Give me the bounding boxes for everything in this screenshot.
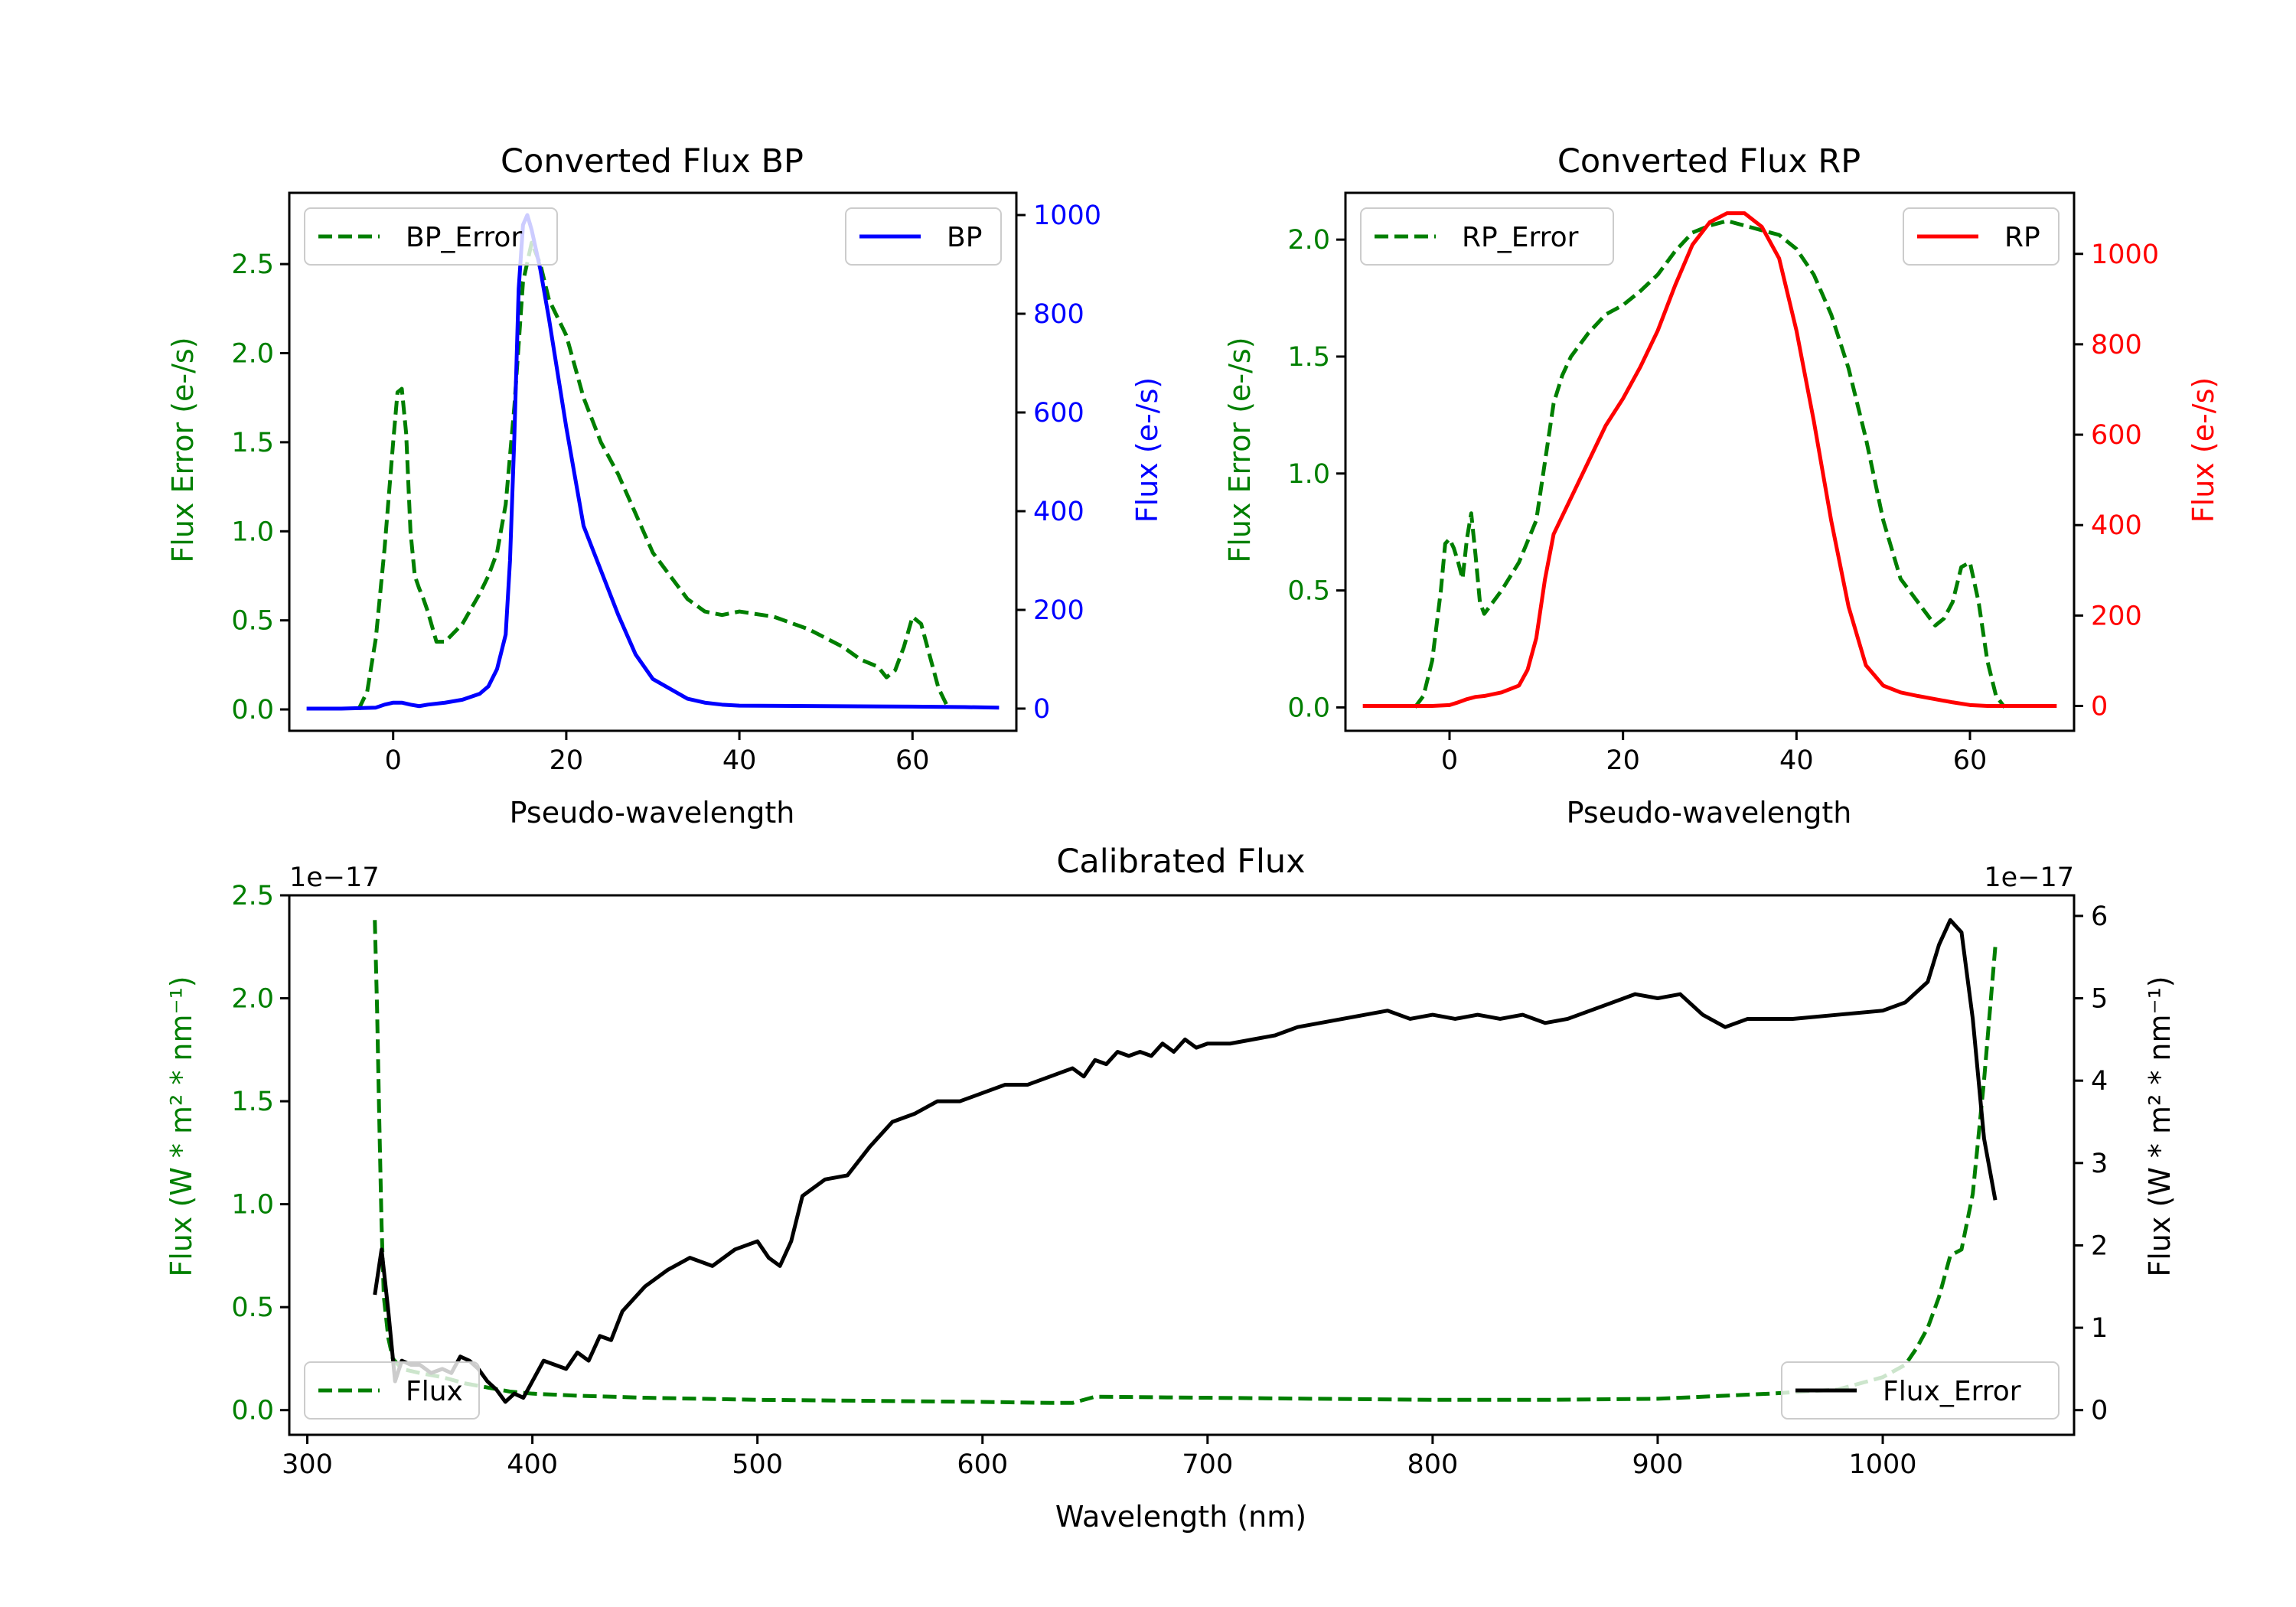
x-tick-label: 300 xyxy=(282,1449,333,1480)
left-y-axis-label: Flux Error (e-/s) xyxy=(1223,337,1257,562)
series-line-rp xyxy=(1362,211,2057,709)
right-y-tick-label: 600 xyxy=(1033,398,1084,429)
right-y-axis-label: Flux (e-/s) xyxy=(1130,377,1164,523)
left-y-tick-label: 1.5 xyxy=(1287,342,1330,373)
series-line-flux xyxy=(373,918,1998,1404)
legend-left: Flux xyxy=(304,1361,480,1420)
legend-box xyxy=(1781,1361,2060,1420)
right-y-tick-label: 1 xyxy=(2091,1313,2108,1344)
chart-converted-flux-bp: Converted Flux BP Pseudo-wavelength Flux… xyxy=(166,142,1164,830)
x-tick-label: 700 xyxy=(1182,1449,1233,1480)
right-y-tick-label: 400 xyxy=(2091,510,2142,541)
legend-right: BP xyxy=(845,207,1002,266)
plot-frame xyxy=(288,894,2076,1436)
x-tick-label: 60 xyxy=(895,745,930,776)
right-y-tick-label: 600 xyxy=(2091,420,2142,451)
left-y-tick-label: 2.0 xyxy=(231,339,274,370)
right-y-tick-label: 1000 xyxy=(2091,240,2159,270)
legend-label: BP xyxy=(947,222,982,253)
left-y-tick-label: 0.0 xyxy=(231,695,274,725)
right-y-tick-label: 200 xyxy=(2091,601,2142,631)
legend-right: Flux_Error xyxy=(1781,1361,2060,1420)
chart-title: Converted Flux RP xyxy=(1557,142,1861,181)
x-tick-label: 40 xyxy=(1779,745,1814,776)
legend-label: RP_Error xyxy=(1462,222,1579,253)
left-y-tick-label: 1.0 xyxy=(231,517,274,547)
legend-box xyxy=(304,207,558,266)
legend-label: Flux_Error xyxy=(1883,1376,2021,1407)
plot-frame xyxy=(1344,191,2076,732)
left-y-tick-label: 1.5 xyxy=(231,1087,274,1117)
left-y-axis-label: Flux (W * m² * nm⁻¹) xyxy=(165,976,198,1276)
x-tick-label: 0 xyxy=(1441,745,1458,776)
left-y-tick-label: 1.0 xyxy=(231,1190,274,1221)
left-y-tick-label: 0.0 xyxy=(1287,693,1330,723)
right-y-tick-label: 6 xyxy=(2091,901,2108,932)
right-y-tick-label: 400 xyxy=(1033,497,1084,527)
left-y-tick-label: 0.0 xyxy=(231,1396,274,1426)
left-axis-scale-label: 1e−17 xyxy=(289,862,380,893)
right-y-tick-label: 0 xyxy=(1033,694,1050,725)
left-y-tick-label: 1.0 xyxy=(1287,459,1330,490)
chart-title: Converted Flux BP xyxy=(501,142,804,181)
x-tick-label: 400 xyxy=(507,1449,558,1480)
chart-converted-flux-rp: Converted Flux RP Pseudo-wavelength Flux… xyxy=(1223,142,2220,830)
x-tick-label: 500 xyxy=(732,1449,783,1480)
x-axis-label: Wavelength (nm) xyxy=(1055,1500,1306,1534)
right-y-tick-label: 0 xyxy=(2091,1396,2108,1426)
legend-label: RP xyxy=(2004,222,2040,253)
x-axis-label: Pseudo-wavelength xyxy=(1567,796,1852,830)
left-y-tick-label: 0.5 xyxy=(1287,576,1330,607)
x-axis-label: Pseudo-wavelength xyxy=(510,796,795,830)
legend-left: BP_Error xyxy=(304,207,558,266)
x-tick-label: 600 xyxy=(957,1449,1008,1480)
legend-left: RP_Error xyxy=(1360,207,1614,266)
right-axis-scale-label: 1e−17 xyxy=(1984,862,2074,893)
left-y-tick-label: 2.0 xyxy=(231,984,274,1015)
right-y-tick-label: 0 xyxy=(2091,692,2108,722)
x-tick-label: 20 xyxy=(1606,745,1640,776)
left-y-tick-label: 1.5 xyxy=(231,428,274,458)
left-y-axis-label: Flux Error (e-/s) xyxy=(166,337,200,562)
right-y-tick-label: 3 xyxy=(2091,1149,2108,1179)
right-y-tick-label: 1000 xyxy=(1033,200,1101,231)
legend-right: RP xyxy=(1903,207,2060,266)
left-y-tick-label: 0.5 xyxy=(231,606,274,637)
legend-label: BP_Error xyxy=(406,222,522,253)
legend-box xyxy=(1360,207,1614,266)
left-y-tick-label: 0.5 xyxy=(231,1292,274,1323)
right-y-tick-label: 800 xyxy=(1033,299,1084,330)
left-y-tick-label: 2.5 xyxy=(231,881,274,911)
plot-frame xyxy=(288,191,1018,732)
right-y-tick-label: 4 xyxy=(2091,1066,2108,1097)
x-tick-label: 20 xyxy=(550,745,584,776)
chart-calibrated-flux: Calibrated Flux Wavelength (nm) Flux (W … xyxy=(165,843,2177,1534)
right-y-tick-label: 2 xyxy=(2091,1231,2108,1261)
legend-label: Flux xyxy=(406,1376,463,1407)
x-tick-label: 0 xyxy=(385,745,402,776)
x-tick-label: 1000 xyxy=(1848,1449,1916,1480)
left-y-tick-label: 2.5 xyxy=(231,249,274,280)
right-y-tick-label: 200 xyxy=(1033,595,1084,626)
legend-box xyxy=(845,207,1002,266)
right-y-axis-label: Flux (e-/s) xyxy=(2187,377,2220,523)
series-line-rp-error xyxy=(1413,219,2007,709)
chart-title: Calibrated Flux xyxy=(1056,843,1305,881)
legend-box xyxy=(1903,207,2060,266)
right-y-tick-label: 800 xyxy=(2091,330,2142,360)
x-tick-label: 800 xyxy=(1407,1449,1458,1480)
right-y-axis-label: Flux (W * m² * nm⁻¹) xyxy=(2143,976,2177,1276)
series-line-bp-error xyxy=(357,240,949,711)
x-tick-label: 900 xyxy=(1632,1449,1684,1480)
left-y-tick-label: 2.0 xyxy=(1287,225,1330,256)
right-y-tick-label: 5 xyxy=(2091,984,2108,1015)
x-tick-label: 60 xyxy=(1953,745,1988,776)
x-tick-label: 40 xyxy=(722,745,757,776)
legend-box xyxy=(304,1361,480,1420)
